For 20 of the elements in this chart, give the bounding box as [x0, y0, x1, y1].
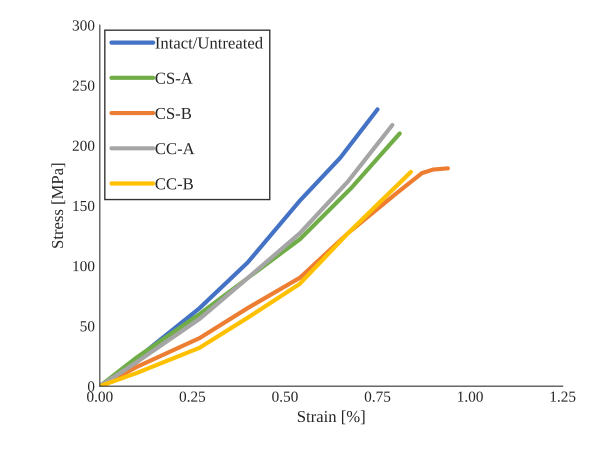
x-tick-label: 1.25: [550, 392, 576, 402]
x-axis-title: Strain [%]: [298, 410, 364, 424]
legend-label: Intact/Untreated: [155, 36, 263, 49]
legend-label: CC-B: [156, 178, 193, 190]
y-tick-label: 300: [72, 20, 94, 31]
y-tick-label: 200: [72, 140, 94, 151]
x-tick-label: 0.50: [272, 391, 298, 402]
legend-label: CS-A: [156, 72, 193, 84]
x-tick-label: 0.25: [180, 391, 206, 402]
y-tick-label: 150: [73, 200, 94, 212]
y-tick-label: 50: [80, 321, 94, 332]
x-tick-label: 1.00: [458, 391, 483, 402]
y-axis-title: Stress [MPa]: [51, 164, 66, 248]
legend-label: CS-B: [156, 108, 192, 120]
y-tick-label: 250: [72, 80, 94, 91]
x-tick-label: 0.75: [364, 391, 390, 402]
y-tick-label: 0: [88, 381, 94, 392]
y-tick-label: 100: [73, 260, 94, 272]
legend-label: CC-A: [156, 143, 195, 154]
x-tick-label: 0.00: [87, 391, 113, 402]
